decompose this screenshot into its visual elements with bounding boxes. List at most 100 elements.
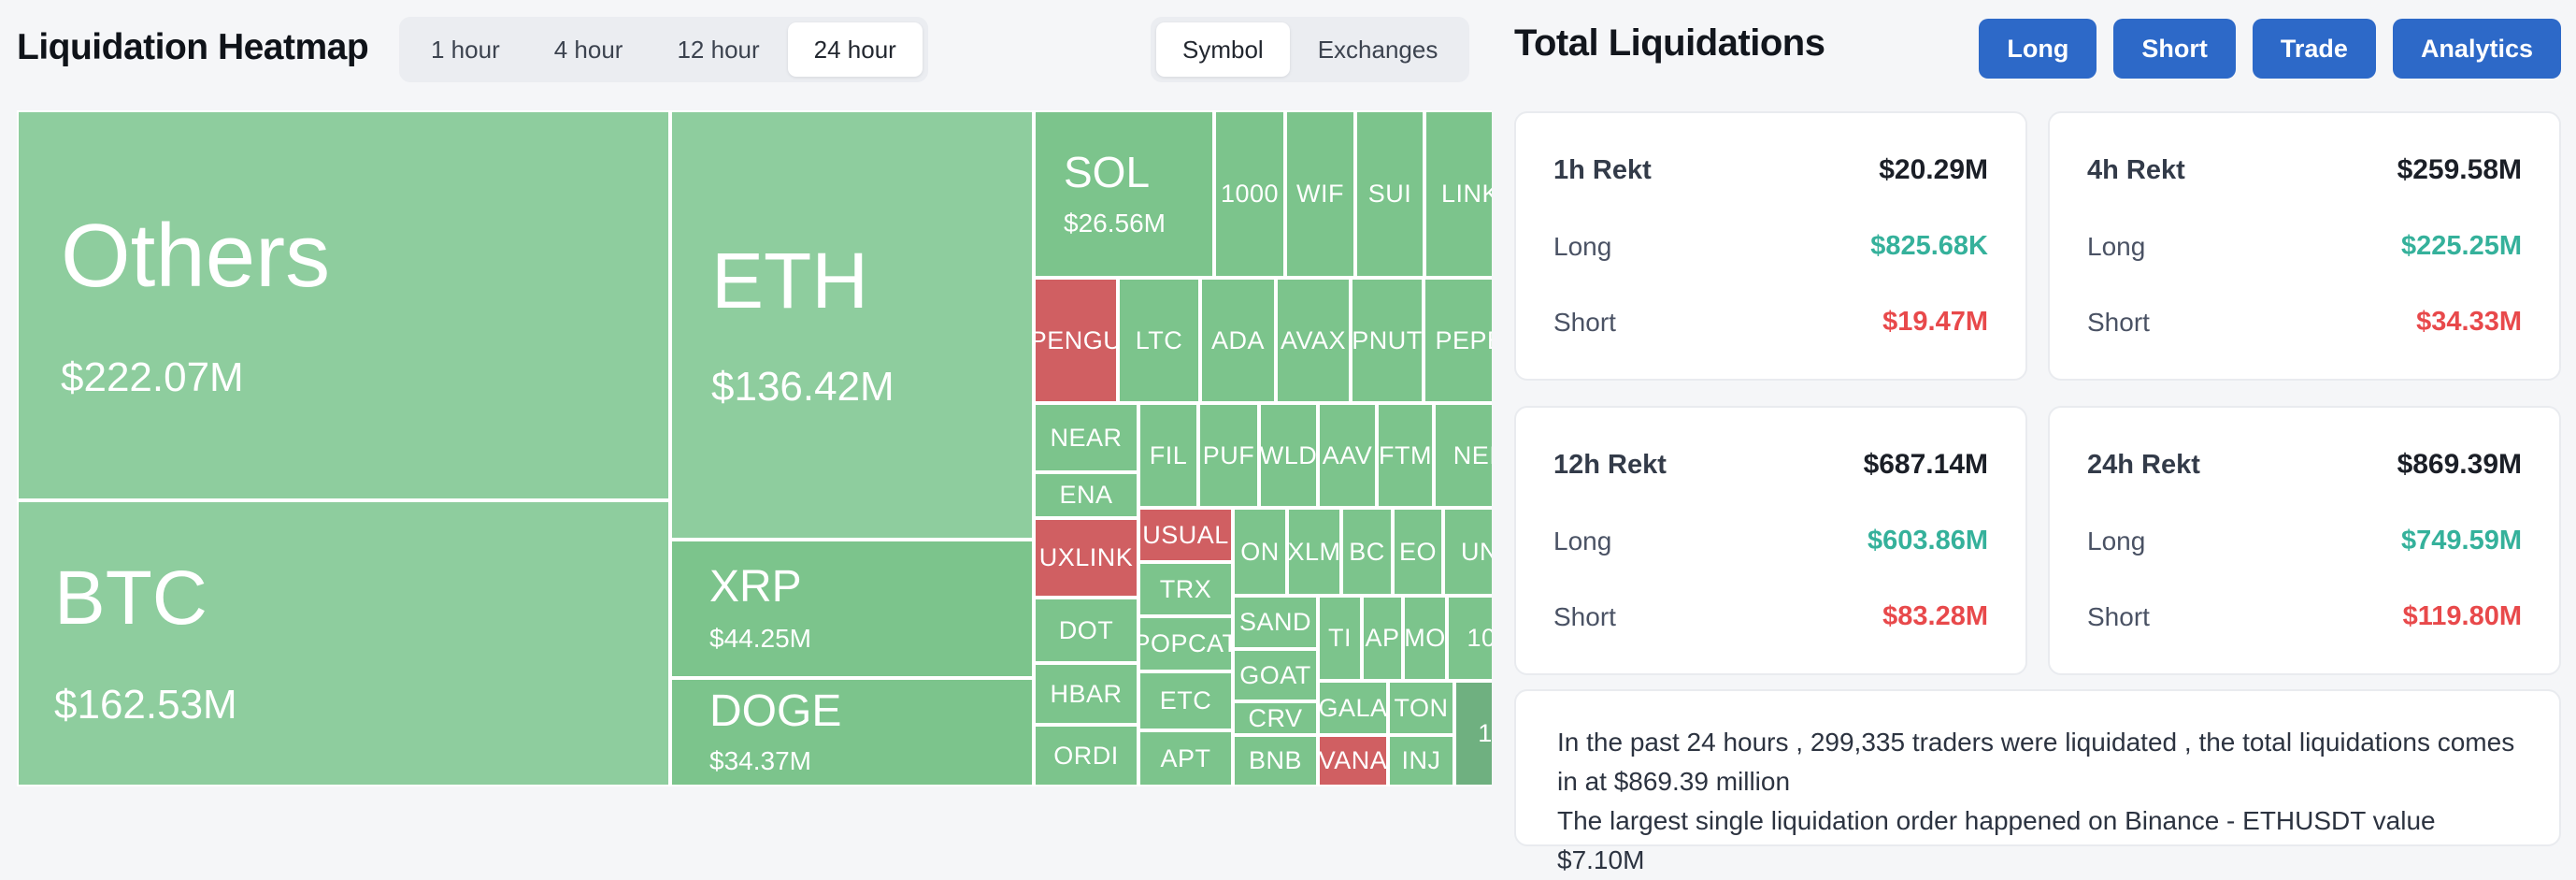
tile-value: $26.56M (1064, 208, 1166, 238)
treemap-tile-ada[interactable]: ADA (1200, 278, 1276, 403)
tile-symbol: NEAR (1050, 423, 1123, 452)
treemap-tile-ap[interactable]: AP (1362, 596, 1403, 681)
treemap-tile-pepe[interactable]: PEPE (1424, 278, 1492, 403)
treemap-tile-ftm[interactable]: FTM (1377, 403, 1434, 508)
long-label: Long (1553, 526, 1612, 555)
tile-symbol: BTC (54, 555, 208, 642)
treemap-tile-etc[interactable]: ETC (1138, 671, 1233, 730)
tile-symbol: 1000 (1220, 180, 1280, 208)
tile-symbol: FTM (1379, 440, 1432, 469)
treemap-tile-goat[interactable]: GOAT (1233, 649, 1318, 701)
toggle-exchanges[interactable]: Exchanges (1317, 35, 1438, 64)
long-value: $225.25M (2401, 231, 2522, 261)
tile-symbol: PEPE (1435, 325, 1492, 354)
total-liquidations-title: Total Liquidations (1514, 22, 1825, 64)
treemap-tile-eth[interactable]: ETH $136.42M (670, 110, 1034, 540)
treemap-tile-sand[interactable]: SAND (1233, 596, 1318, 649)
treemap-tile-ltc[interactable]: LTC (1118, 278, 1200, 403)
short-value: $34.33M (2416, 307, 2522, 337)
page-title: Liquidation Heatmap (17, 27, 369, 67)
tile-symbol: AVAX (1280, 325, 1347, 354)
treemap-tile-uxlink[interactable]: UXLINK (1034, 518, 1138, 598)
treemap-tile-ti[interactable]: TI (1318, 596, 1362, 681)
treemap-tile-puf[interactable]: PUF (1198, 403, 1259, 508)
tile-value: $136.42M (711, 364, 894, 411)
treemap-tile-near[interactable]: NEAR (1034, 403, 1138, 472)
summary-line-2: The largest single liquidation order hap… (1557, 806, 2436, 874)
tile-symbol: SOL (1064, 148, 1151, 197)
toggle-symbol[interactable]: Symbol (1156, 22, 1290, 77)
treemap-tile-pengu[interactable]: PENGU (1034, 278, 1118, 403)
tile-symbol: TON (1394, 693, 1449, 722)
treemap-tile-vana[interactable]: VANA (1318, 735, 1388, 786)
treemap-tile-hbar[interactable]: HBAR (1034, 663, 1138, 725)
liquidation-heatmap-treemap: Others $222.07M BTC $162.53M ETH $136.42M XRP $… (17, 110, 1492, 786)
tile-symbol: TRX (1159, 574, 1212, 603)
treemap-tile-usual[interactable]: USUAL (1138, 508, 1233, 562)
treemap-tile-doge[interactable]: DOGE $34.37M (670, 678, 1034, 786)
time-range-tabs: 1 hour 4 hour 12 hour 24 hour (399, 17, 928, 82)
tile-symbol: ETH (711, 236, 868, 325)
treemap-tile-ena[interactable]: ENA (1034, 472, 1138, 518)
treemap-tile-10[interactable]: 10 (1447, 596, 1492, 681)
treemap-tile-link[interactable]: LINK (1424, 110, 1492, 278)
treemap-tile-xlm[interactable]: XLM (1287, 508, 1341, 596)
treemap-tile-apt[interactable]: APT (1138, 730, 1233, 786)
tab-1-hour[interactable]: 1 hour (431, 35, 500, 64)
tile-symbol: UN (1461, 537, 1492, 566)
treemap-tile-others[interactable]: Others $222.07M (17, 110, 670, 500)
treemap-tile-fil[interactable]: FIL (1138, 403, 1198, 508)
treemap-tile-ordi[interactable]: ORDI (1034, 725, 1138, 786)
tile-symbol: LINK (1440, 180, 1492, 208)
tab-4-hour[interactable]: 4 hour (553, 35, 623, 64)
tile-value: $34.37M (709, 746, 811, 776)
short-button[interactable]: Short (2113, 19, 2236, 79)
tab-24-hour[interactable]: 24 hour (787, 22, 923, 77)
treemap-tile-wif[interactable]: WIF (1285, 110, 1355, 278)
tile-symbol: BNB (1248, 746, 1303, 774)
tile-symbol: INJ (1401, 746, 1441, 774)
rekt-stats-grid: 1h Rekt $20.29M Long $825.68K Short $19.47M 4h… (1514, 111, 2561, 675)
treemap-tile-aav[interactable]: AAV (1318, 403, 1377, 508)
treemap-tile-1[interactable]: 1 (1454, 681, 1492, 786)
action-buttons: Long Short Trade Analytics (1979, 19, 2561, 79)
tile-symbol: WIF (1296, 180, 1344, 208)
treemap-tile-wld[interactable]: WLD (1259, 403, 1318, 508)
treemap-tile-eo[interactable]: EO (1393, 508, 1443, 596)
treemap-tile-trx[interactable]: TRX (1138, 562, 1233, 616)
tile-symbol: CRV (1248, 703, 1303, 732)
short-label: Short (2087, 601, 2150, 631)
treemap-tile-crv[interactable]: CRV (1233, 701, 1318, 735)
treemap-tile-sol[interactable]: SOL $26.56M (1034, 110, 1214, 278)
treemap-tile-on[interactable]: ON (1233, 508, 1287, 596)
treemap-tile-mo[interactable]: MO (1403, 596, 1447, 681)
treemap-tile-xrp[interactable]: XRP $44.25M (670, 540, 1034, 678)
treemap-tile-avax[interactable]: AVAX (1276, 278, 1351, 403)
treemap-tile-bc[interactable]: BC (1341, 508, 1393, 596)
tile-symbol: ADA (1210, 325, 1266, 354)
tile-symbol: GOAT (1239, 660, 1311, 689)
long-label: Long (2087, 231, 2146, 261)
analytics-button[interactable]: Analytics (2392, 19, 2561, 79)
treemap-tile-popcat[interactable]: POPCAT (1138, 616, 1233, 671)
period-label: 4h Rekt (2087, 154, 2185, 185)
treemap-tile-nei[interactable]: NEI (1434, 403, 1492, 508)
treemap-tile-1000[interactable]: 1000 (1214, 110, 1285, 278)
tile-symbol: PNUT (1352, 325, 1423, 354)
treemap-tile-un[interactable]: UN (1443, 508, 1492, 596)
long-button[interactable]: Long (1979, 19, 2097, 79)
tab-12-hour[interactable]: 12 hour (677, 35, 760, 64)
treemap-tile-gala[interactable]: GALA (1318, 681, 1388, 735)
period-label: 1h Rekt (1553, 154, 1652, 185)
trade-button[interactable]: Trade (2252, 19, 2376, 79)
treemap-tile-bnb[interactable]: BNB (1233, 735, 1318, 786)
treemap-tile-ton[interactable]: TON (1388, 681, 1454, 735)
treemap-tile-btc[interactable]: BTC $162.53M (17, 500, 670, 786)
total-value: $20.29M (1879, 154, 1988, 185)
tile-symbol: EO (1398, 537, 1437, 566)
tile-symbol: SUI (1367, 180, 1412, 208)
treemap-tile-sui[interactable]: SUI (1355, 110, 1424, 278)
treemap-tile-pnut[interactable]: PNUT (1351, 278, 1424, 403)
treemap-tile-dot[interactable]: DOT (1034, 598, 1138, 663)
treemap-tile-inj[interactable]: INJ (1388, 735, 1454, 786)
